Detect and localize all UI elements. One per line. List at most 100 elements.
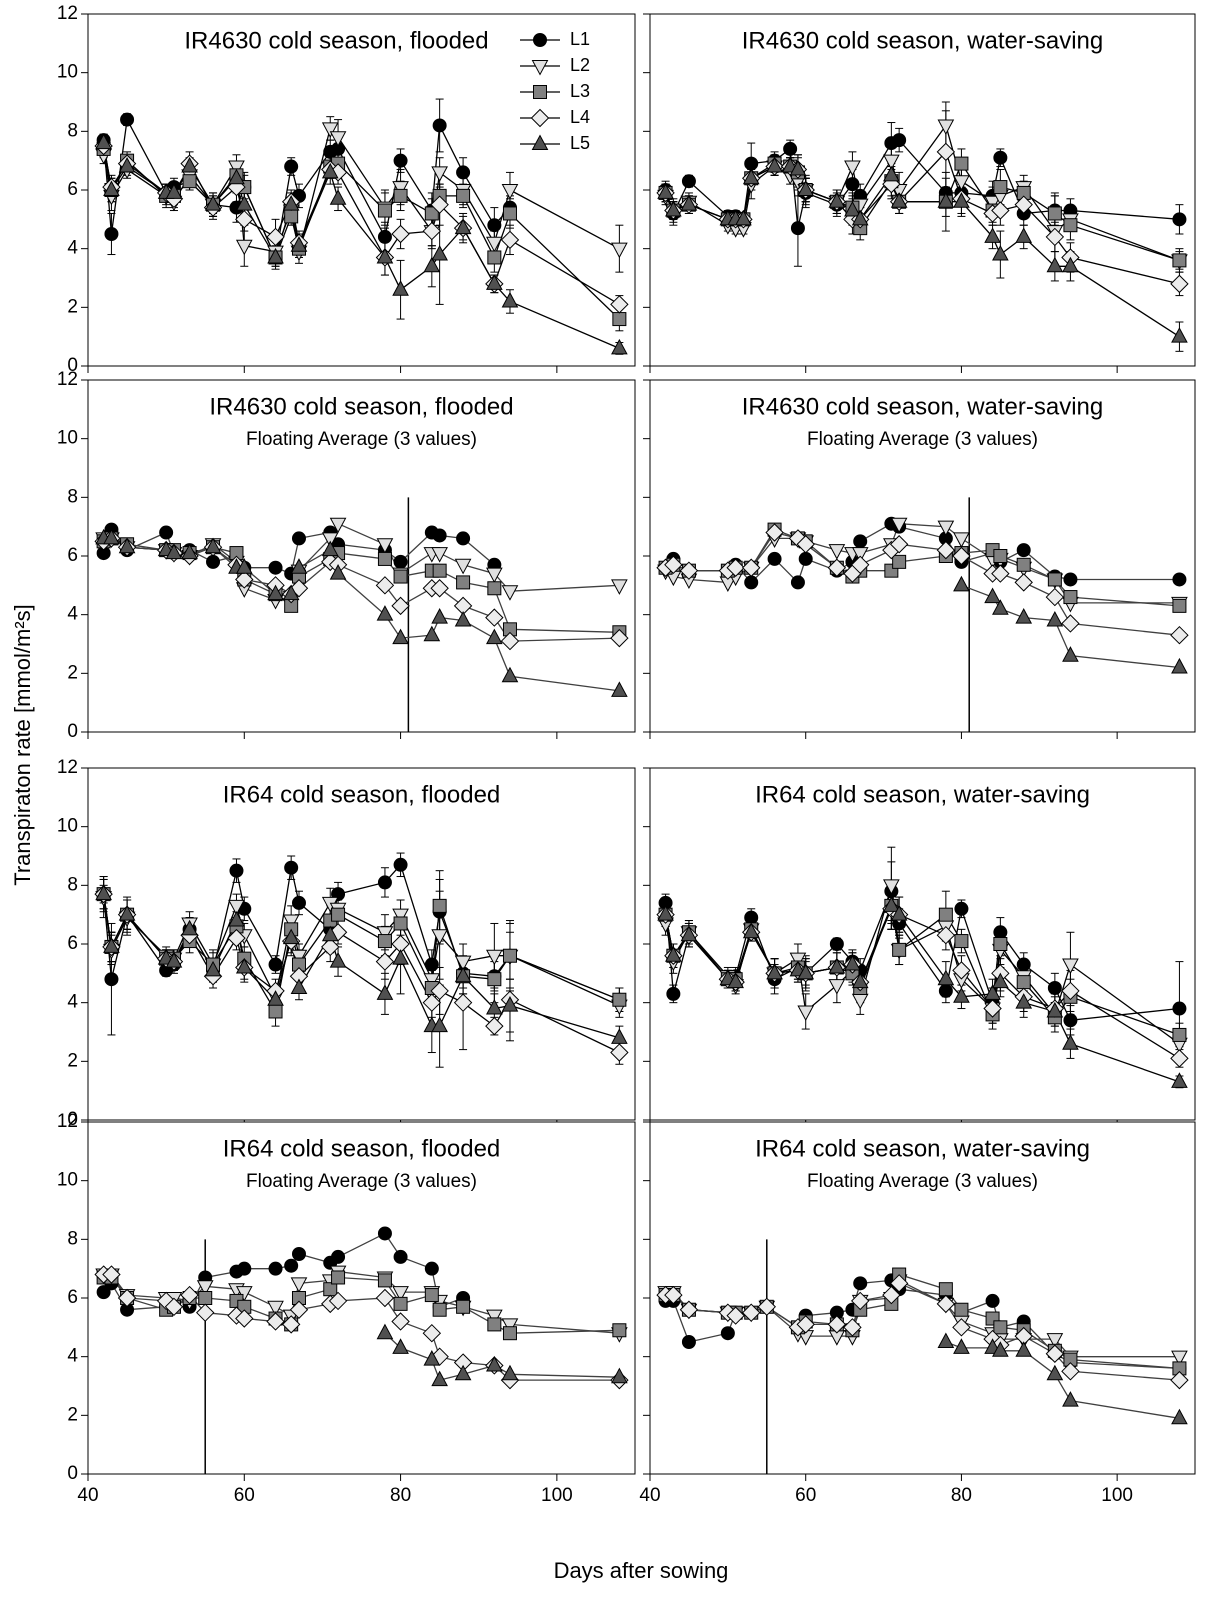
x-tick-label: 80 [390, 1485, 411, 1506]
data-point [267, 1300, 284, 1317]
data-point [726, 558, 745, 577]
data-point [282, 928, 300, 945]
data-point [744, 910, 759, 925]
data-point [1015, 993, 1033, 1009]
data-point [456, 531, 471, 546]
data-point [1170, 625, 1189, 645]
data-point [828, 192, 846, 208]
data-point [376, 1323, 394, 1340]
data-point [282, 195, 300, 211]
data-point [892, 133, 907, 148]
data-point [789, 159, 807, 176]
data-point [375, 576, 395, 595]
data-point [284, 1258, 299, 1273]
data-point [431, 244, 448, 261]
legend-marker [531, 134, 549, 150]
data-point [268, 957, 283, 972]
data-point [501, 1318, 519, 1334]
data-point [289, 1300, 309, 1319]
data-point [953, 575, 970, 592]
data-point [984, 984, 1001, 1000]
data-point [487, 250, 502, 265]
data-point [377, 875, 392, 890]
data-point [393, 188, 408, 203]
data-point [1046, 1364, 1064, 1381]
y-tick-label: 10 [57, 1170, 78, 1191]
data-point [938, 983, 953, 998]
data-point [828, 957, 846, 974]
data-point [1047, 206, 1062, 221]
y-tick-label: 2 [67, 1050, 78, 1071]
data-point [657, 905, 674, 921]
data-point [267, 584, 284, 601]
data-point [228, 160, 245, 177]
data-point [181, 919, 198, 936]
y-tick-label: 4 [67, 238, 78, 259]
data-point [611, 1367, 628, 1384]
data-point [985, 1293, 1000, 1308]
x-axis-label: Days after sowing [554, 1558, 729, 1583]
data-point [843, 1318, 862, 1337]
data-point [198, 1291, 213, 1305]
data-point [291, 895, 306, 910]
data-point [291, 1247, 306, 1261]
data-point [393, 1249, 408, 1264]
data-point [375, 952, 395, 971]
data-point [790, 221, 805, 236]
data-point [501, 996, 519, 1012]
data-point [742, 168, 760, 185]
data-point [953, 987, 970, 1003]
data-point [666, 986, 681, 1001]
data-point [237, 1261, 252, 1276]
data-point [1046, 1333, 1064, 1349]
data-point [290, 236, 308, 252]
data-point [117, 1288, 137, 1308]
data-point [851, 972, 869, 989]
data-point [487, 1317, 502, 1332]
data-point [936, 540, 956, 560]
data-point [952, 546, 971, 566]
data-point [321, 937, 340, 957]
data-point [235, 570, 254, 589]
data-point [889, 535, 909, 554]
data-point [282, 914, 300, 931]
data-point [485, 608, 504, 627]
data-point [827, 558, 847, 577]
data-point [742, 922, 760, 939]
plot-frame [649, 1121, 1196, 1475]
data-point [1047, 981, 1062, 995]
plot-frame [87, 767, 636, 1121]
data-point [742, 558, 761, 577]
data-point [392, 181, 409, 197]
panel-title: IR4630 cold season, water-saving [742, 27, 1104, 54]
data-point [883, 879, 900, 895]
data-point [486, 949, 503, 966]
data-point [323, 1282, 338, 1297]
data-point [983, 999, 1002, 1018]
data-point [391, 596, 410, 616]
data-point [890, 905, 908, 921]
data-point [268, 1004, 283, 1019]
data-point [1016, 975, 1031, 990]
data-point [375, 1288, 395, 1308]
data-point [196, 1280, 214, 1296]
data-point [284, 860, 299, 875]
data-point [611, 681, 628, 697]
data-point [789, 952, 807, 969]
data-point [165, 952, 183, 968]
data-point [501, 585, 519, 601]
data-point [501, 291, 519, 308]
data-point [851, 547, 869, 563]
x-tick-label: 60 [234, 1485, 255, 1506]
panel-subtitle: Floating Average (3 values) [807, 1171, 1038, 1192]
data-point [1014, 195, 1033, 214]
data-point [757, 1297, 776, 1317]
data-point [828, 979, 846, 995]
data-point [422, 221, 442, 241]
data-point [391, 1312, 410, 1331]
data-point [767, 551, 782, 566]
data-point [424, 1261, 439, 1276]
data-point [454, 1364, 472, 1381]
